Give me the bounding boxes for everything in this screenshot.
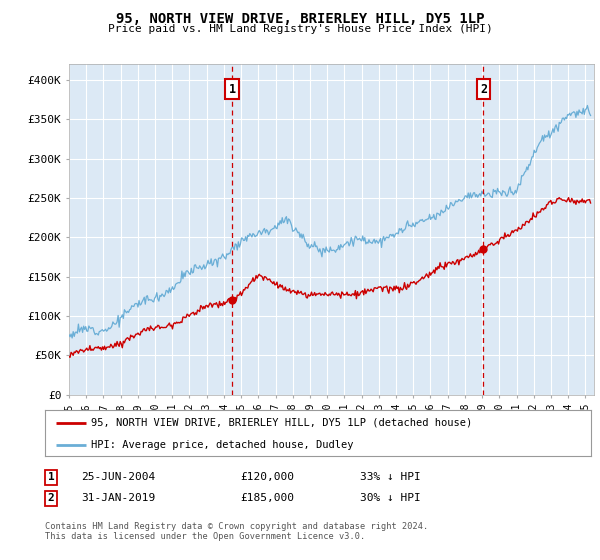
Text: 2: 2	[480, 83, 487, 96]
Text: 31-JAN-2019: 31-JAN-2019	[81, 493, 155, 503]
Text: 1: 1	[47, 472, 55, 482]
Text: £120,000: £120,000	[240, 472, 294, 482]
Text: Price paid vs. HM Land Registry's House Price Index (HPI): Price paid vs. HM Land Registry's House …	[107, 24, 493, 34]
Text: HPI: Average price, detached house, Dudley: HPI: Average price, detached house, Dudl…	[91, 440, 354, 450]
Text: 95, NORTH VIEW DRIVE, BRIERLEY HILL, DY5 1LP (detached house): 95, NORTH VIEW DRIVE, BRIERLEY HILL, DY5…	[91, 418, 473, 428]
Text: Contains HM Land Registry data © Crown copyright and database right 2024.
This d: Contains HM Land Registry data © Crown c…	[45, 522, 428, 542]
Text: 25-JUN-2004: 25-JUN-2004	[81, 472, 155, 482]
Text: 30% ↓ HPI: 30% ↓ HPI	[360, 493, 421, 503]
Text: 1: 1	[229, 83, 236, 96]
Text: 33% ↓ HPI: 33% ↓ HPI	[360, 472, 421, 482]
Text: 2: 2	[47, 493, 55, 503]
Text: 95, NORTH VIEW DRIVE, BRIERLEY HILL, DY5 1LP: 95, NORTH VIEW DRIVE, BRIERLEY HILL, DY5…	[116, 12, 484, 26]
Text: £185,000: £185,000	[240, 493, 294, 503]
